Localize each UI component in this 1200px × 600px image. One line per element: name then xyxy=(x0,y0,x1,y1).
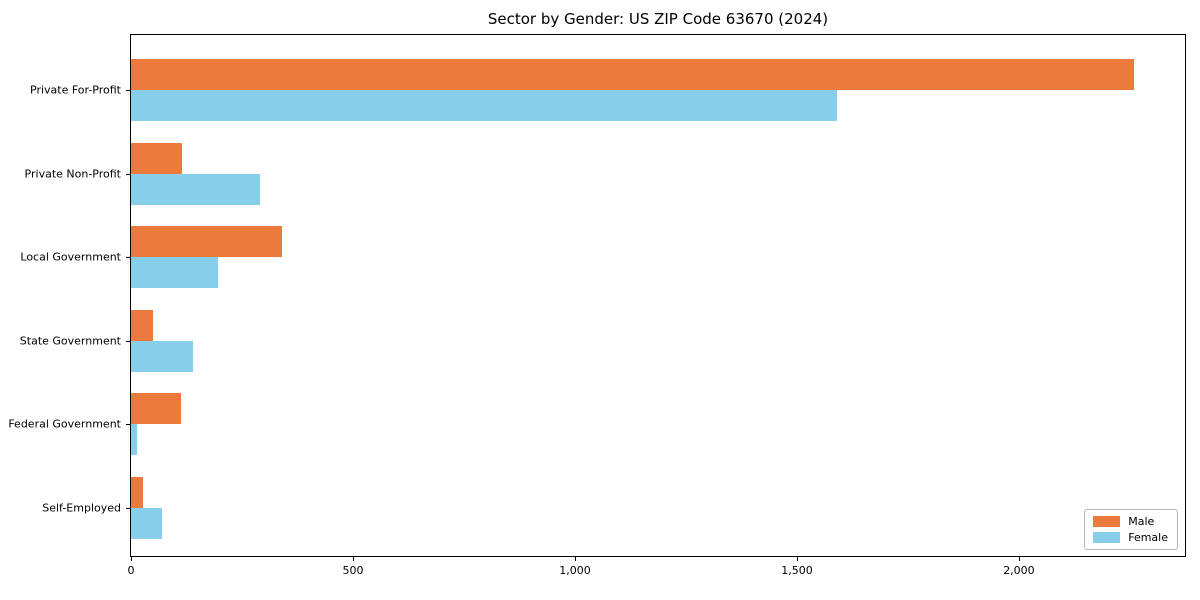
x-tick-mark xyxy=(352,557,354,561)
x-tick-label-500: 500 xyxy=(342,564,364,577)
bar-female-private-for-profit xyxy=(131,90,837,121)
x-tick-label-0: 0 xyxy=(127,564,135,577)
y-tick-label-private-for-profit: Private For-Profit xyxy=(30,83,121,97)
bar-male-private-for-profit xyxy=(131,59,1135,90)
x-tick-label-1-000: 1,000 xyxy=(559,564,591,577)
bar-female-local-government xyxy=(131,257,218,289)
legend: Male Female xyxy=(1084,509,1178,550)
y-tick-mark xyxy=(126,90,131,91)
y-tick-label-local-government: Local Government xyxy=(20,250,121,264)
bar-male-private-non-profit xyxy=(131,142,183,174)
bar-male-state-government xyxy=(131,309,154,341)
legend-label-male: Male xyxy=(1128,515,1155,528)
bar-female-state-government xyxy=(131,340,194,372)
x-tick-label-1-500: 1,500 xyxy=(781,564,813,577)
legend-label-female: Female xyxy=(1128,531,1168,544)
y-tick-label-state-government: State Government xyxy=(19,334,121,348)
x-tick-mark xyxy=(131,557,132,561)
legend-row-male: Male xyxy=(1093,516,1168,527)
legend-swatch-female xyxy=(1093,532,1121,543)
bar-male-self-employed xyxy=(131,477,143,508)
plot-area: Private For-Profit Private Non-Profit Loca… xyxy=(8,34,1186,577)
bar-female-federal-government xyxy=(131,424,137,456)
chart-title: Sector by Gender: US ZIP Code 63670 (202… xyxy=(487,10,829,28)
y-tick-mark xyxy=(126,424,131,426)
legend-swatch-male xyxy=(1093,516,1121,527)
x-tick-mark xyxy=(796,557,798,561)
y-tick-label-private-non-profit: Private Non-Profit xyxy=(24,167,121,181)
y-tick-mark xyxy=(126,257,131,259)
bar-female-private-non-profit xyxy=(131,173,260,205)
x-tick-mark xyxy=(574,557,576,561)
x-tick-mark xyxy=(1018,557,1020,561)
y-tick-mark xyxy=(126,340,131,342)
y-tick-label-federal-government: Federal Government xyxy=(8,417,121,431)
bar-male-federal-government xyxy=(131,393,181,425)
bar-female-self-employed xyxy=(131,508,163,539)
legend-row-female: Female xyxy=(1093,532,1168,543)
y-tick-mark xyxy=(126,508,131,509)
x-tick-label-2-000: 2,000 xyxy=(1003,564,1035,577)
y-tick-label-self-employed: Self-Employed xyxy=(42,501,121,515)
bar-male-local-government xyxy=(131,226,282,258)
y-tick-mark xyxy=(126,173,131,175)
